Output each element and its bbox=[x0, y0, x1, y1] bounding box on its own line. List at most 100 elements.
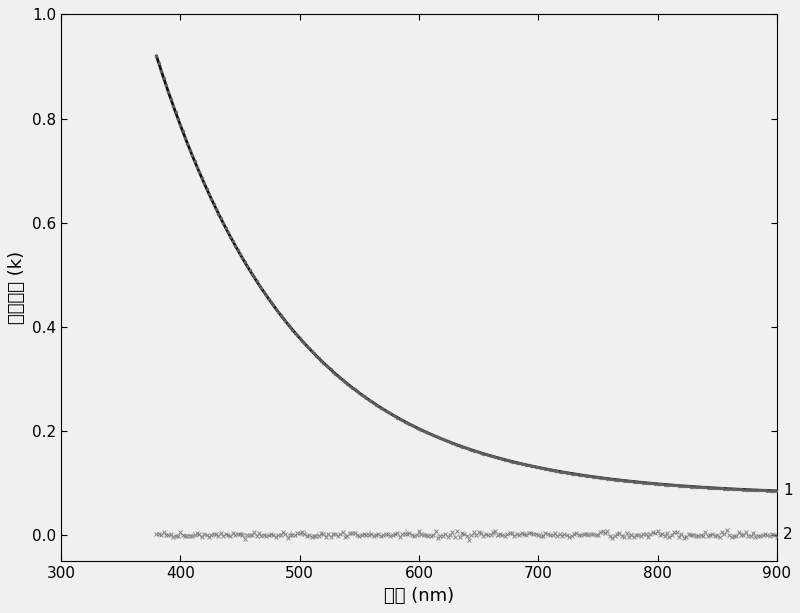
Point bbox=[622, 533, 635, 543]
Point bbox=[751, 531, 764, 541]
Point bbox=[418, 530, 430, 540]
Point bbox=[622, 476, 635, 486]
Point bbox=[406, 530, 418, 540]
Point bbox=[654, 479, 666, 489]
Point bbox=[377, 530, 390, 540]
Point bbox=[403, 419, 416, 429]
Point bbox=[326, 529, 339, 539]
Point bbox=[761, 530, 774, 540]
Point bbox=[474, 528, 487, 538]
Point bbox=[224, 531, 237, 541]
Point bbox=[298, 529, 310, 539]
Point bbox=[573, 470, 586, 479]
Point bbox=[525, 461, 538, 471]
Point bbox=[508, 457, 521, 467]
Point bbox=[486, 527, 499, 537]
Point bbox=[666, 480, 678, 490]
Point bbox=[563, 468, 576, 478]
Text: 1: 1 bbox=[783, 484, 793, 498]
Point bbox=[443, 530, 456, 540]
Point bbox=[448, 439, 461, 449]
Point bbox=[554, 466, 566, 476]
Point bbox=[596, 473, 609, 483]
Point bbox=[336, 527, 349, 536]
Point bbox=[482, 450, 494, 460]
Point bbox=[188, 530, 201, 539]
Point bbox=[656, 529, 669, 539]
Point bbox=[176, 530, 189, 539]
Point bbox=[358, 392, 370, 402]
Point bbox=[379, 530, 392, 539]
Point bbox=[699, 527, 712, 536]
Point bbox=[627, 532, 640, 542]
Point bbox=[346, 528, 358, 538]
Point bbox=[372, 529, 385, 539]
Point bbox=[697, 531, 710, 541]
Point bbox=[434, 433, 447, 443]
Point bbox=[289, 530, 302, 539]
Point bbox=[477, 449, 490, 459]
Point bbox=[250, 531, 263, 541]
Point bbox=[398, 529, 411, 539]
Point bbox=[522, 528, 535, 538]
Point bbox=[661, 528, 674, 538]
Point bbox=[678, 481, 690, 491]
Point bbox=[763, 531, 776, 541]
Point bbox=[446, 438, 458, 448]
Point bbox=[734, 530, 747, 539]
Point bbox=[739, 527, 752, 537]
Point bbox=[458, 529, 470, 539]
Point bbox=[727, 531, 740, 541]
Point bbox=[630, 530, 642, 539]
Point bbox=[358, 530, 370, 539]
Point bbox=[438, 529, 451, 539]
Point bbox=[158, 527, 170, 537]
Point bbox=[310, 531, 322, 541]
Point bbox=[224, 232, 237, 242]
Point bbox=[246, 269, 258, 279]
Point bbox=[699, 482, 712, 492]
Point bbox=[496, 530, 509, 540]
Point bbox=[282, 533, 294, 543]
Point bbox=[331, 531, 344, 541]
Point bbox=[193, 167, 206, 177]
Point bbox=[498, 531, 511, 541]
Point bbox=[305, 346, 318, 356]
Point bbox=[401, 529, 414, 539]
Point bbox=[391, 528, 404, 538]
Point bbox=[549, 466, 562, 476]
Point bbox=[370, 530, 382, 540]
Point bbox=[754, 485, 766, 495]
Point bbox=[188, 156, 201, 166]
Point bbox=[262, 294, 275, 303]
Point bbox=[494, 454, 506, 463]
Point bbox=[522, 460, 535, 470]
Point bbox=[212, 531, 225, 541]
Point bbox=[408, 531, 421, 541]
Point bbox=[494, 530, 506, 539]
Point bbox=[153, 59, 166, 69]
Point bbox=[756, 485, 769, 495]
Point bbox=[577, 529, 590, 539]
Point bbox=[601, 527, 614, 536]
Point bbox=[341, 531, 354, 541]
Point bbox=[322, 362, 334, 372]
Point bbox=[166, 533, 179, 543]
Point bbox=[238, 257, 251, 267]
Point bbox=[367, 531, 380, 541]
Point bbox=[586, 472, 599, 482]
Point bbox=[150, 529, 163, 539]
Point bbox=[470, 530, 482, 540]
Point bbox=[443, 437, 456, 447]
Point bbox=[749, 485, 762, 495]
Point bbox=[171, 114, 184, 124]
Point bbox=[460, 531, 473, 541]
Point bbox=[336, 375, 349, 385]
Point bbox=[164, 94, 177, 104]
Point bbox=[725, 484, 738, 494]
Point bbox=[658, 531, 671, 541]
Point bbox=[530, 529, 542, 539]
Point bbox=[603, 474, 616, 484]
Point bbox=[422, 428, 435, 438]
Point bbox=[692, 482, 705, 492]
